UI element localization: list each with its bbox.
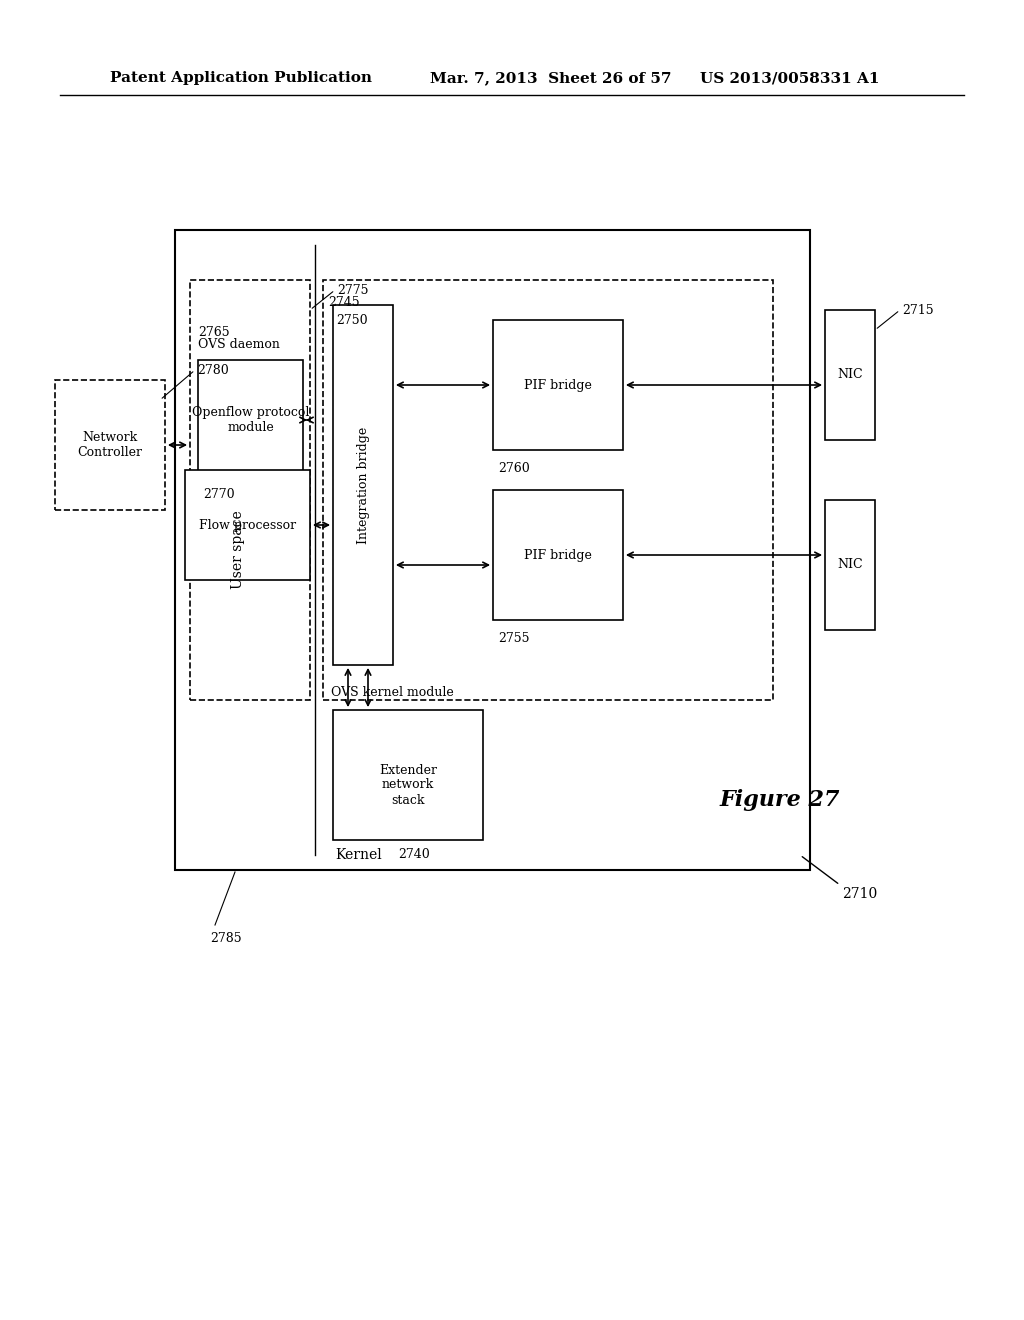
- Bar: [190, 280, 310, 700]
- Text: User space: User space: [231, 511, 245, 589]
- Text: 2775: 2775: [337, 284, 369, 297]
- Bar: [198, 360, 303, 480]
- Bar: [185, 470, 310, 579]
- Text: Flow processor: Flow processor: [199, 519, 296, 532]
- Text: OVS daemon: OVS daemon: [198, 338, 280, 351]
- Text: Extender
network
stack: Extender network stack: [379, 763, 437, 807]
- Bar: [493, 319, 623, 450]
- Text: OVS kernel module: OVS kernel module: [331, 685, 454, 698]
- Text: 2765: 2765: [198, 326, 229, 338]
- Text: 2750: 2750: [336, 314, 368, 326]
- Bar: [323, 280, 773, 700]
- Text: PIF bridge: PIF bridge: [524, 549, 592, 561]
- Text: 2770: 2770: [203, 488, 234, 502]
- Text: Figure 27: Figure 27: [720, 789, 841, 810]
- Bar: [825, 500, 874, 630]
- Text: 2785: 2785: [210, 932, 242, 945]
- Bar: [493, 490, 623, 620]
- Text: Kernel: Kernel: [335, 847, 382, 862]
- Text: US 2013/0058331 A1: US 2013/0058331 A1: [700, 71, 880, 84]
- Text: Patent Application Publication: Patent Application Publication: [110, 71, 372, 84]
- Text: PIF bridge: PIF bridge: [524, 379, 592, 392]
- Text: 2745: 2745: [328, 296, 359, 309]
- Text: 2760: 2760: [498, 462, 529, 474]
- Bar: [175, 230, 810, 870]
- Text: 2780: 2780: [197, 363, 228, 376]
- Bar: [825, 310, 874, 440]
- Text: Network
Controller: Network Controller: [78, 432, 142, 459]
- Text: NIC: NIC: [838, 558, 863, 572]
- Text: NIC: NIC: [838, 368, 863, 381]
- Bar: [333, 305, 393, 665]
- Text: Openflow protocol
module: Openflow protocol module: [191, 407, 309, 434]
- Text: Integration bridge: Integration bridge: [356, 426, 370, 544]
- Bar: [333, 710, 483, 840]
- Bar: [55, 380, 165, 510]
- Text: Mar. 7, 2013  Sheet 26 of 57: Mar. 7, 2013 Sheet 26 of 57: [430, 71, 672, 84]
- Text: 2710: 2710: [842, 887, 878, 902]
- Text: 2740: 2740: [398, 849, 430, 862]
- Text: 2715: 2715: [902, 304, 934, 317]
- Text: 2755: 2755: [498, 631, 529, 644]
